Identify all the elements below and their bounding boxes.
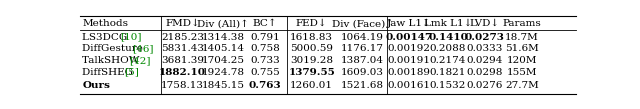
Text: 0.733: 0.733 [250,56,280,65]
Text: 1704.25: 1704.25 [202,56,245,65]
Text: 0.0276: 0.0276 [467,81,503,90]
Text: DiffGesture: DiffGesture [83,44,147,53]
Text: 1260.01: 1260.01 [290,81,333,90]
Text: [46]: [46] [132,44,154,53]
Text: 155M: 155M [507,68,537,77]
Text: 1379.55: 1379.55 [288,68,335,77]
Text: 51.6M: 51.6M [505,44,539,53]
Text: 0.00189: 0.00189 [388,68,431,77]
Text: 0.0333: 0.0333 [467,44,503,53]
Text: 18.7M: 18.7M [505,32,539,42]
Text: Methods: Methods [83,19,129,28]
Text: 3019.28: 3019.28 [290,56,333,65]
Text: 1521.68: 1521.68 [341,81,384,90]
Text: Jaw L1↓: Jaw L1↓ [387,19,432,28]
Text: 0.0294: 0.0294 [467,56,503,65]
Text: Div (All)↑: Div (All)↑ [197,19,250,28]
Text: 0.0273: 0.0273 [465,32,505,42]
Text: 0.758: 0.758 [250,44,280,53]
Text: 0.1821: 0.1821 [430,68,466,77]
Text: 1882.10: 1882.10 [159,68,206,77]
Text: 0.2088: 0.2088 [430,44,466,53]
Text: 0.791: 0.791 [250,32,280,42]
Text: 0.00147: 0.00147 [386,32,433,42]
Text: 5000.59: 5000.59 [290,44,333,53]
Text: 120M: 120M [507,56,537,65]
Text: FED↓: FED↓ [296,19,328,28]
Text: 0.00161: 0.00161 [388,81,431,90]
Text: LS3DCG: LS3DCG [83,32,131,42]
Text: LVD↓: LVD↓ [470,19,500,28]
Text: 2185.23: 2185.23 [161,32,204,42]
Text: 1845.15: 1845.15 [202,81,245,90]
Text: 27.7M: 27.7M [505,81,539,90]
Text: DiffSHEG: DiffSHEG [83,68,137,77]
Text: 0.763: 0.763 [249,81,282,90]
Text: 0.0298: 0.0298 [467,68,503,77]
Text: 1758.13: 1758.13 [161,81,204,90]
Text: Params: Params [502,19,541,28]
Text: 1618.83: 1618.83 [290,32,333,42]
Text: 1609.03: 1609.03 [341,68,384,77]
Text: FMD↓: FMD↓ [165,19,200,28]
Text: 0.2174: 0.2174 [430,56,466,65]
Text: 1314.38: 1314.38 [202,32,245,42]
Text: [42]: [42] [129,56,151,65]
Text: 1387.04: 1387.04 [341,56,384,65]
Text: Lmk L1↓: Lmk L1↓ [424,19,472,28]
Text: Ours: Ours [83,81,110,90]
Text: 0.00191: 0.00191 [388,56,431,65]
Text: 1064.19: 1064.19 [341,32,384,42]
Text: BC↑: BC↑ [253,19,277,28]
Text: 0.1410: 0.1410 [428,32,468,42]
Text: 1924.78: 1924.78 [202,68,245,77]
Text: 3681.39: 3681.39 [161,56,204,65]
Text: [5]: [5] [125,68,140,77]
Text: 1405.14: 1405.14 [202,44,245,53]
Text: 0.755: 0.755 [250,68,280,77]
Text: 5831.43: 5831.43 [161,44,204,53]
Text: 0.00192: 0.00192 [388,44,431,53]
Text: TalkSHOW: TalkSHOW [83,56,143,65]
Text: [10]: [10] [120,32,141,42]
Text: Div (Face)↑: Div (Face)↑ [332,19,394,28]
Text: 1176.17: 1176.17 [341,44,384,53]
Text: 0.1532: 0.1532 [430,81,466,90]
